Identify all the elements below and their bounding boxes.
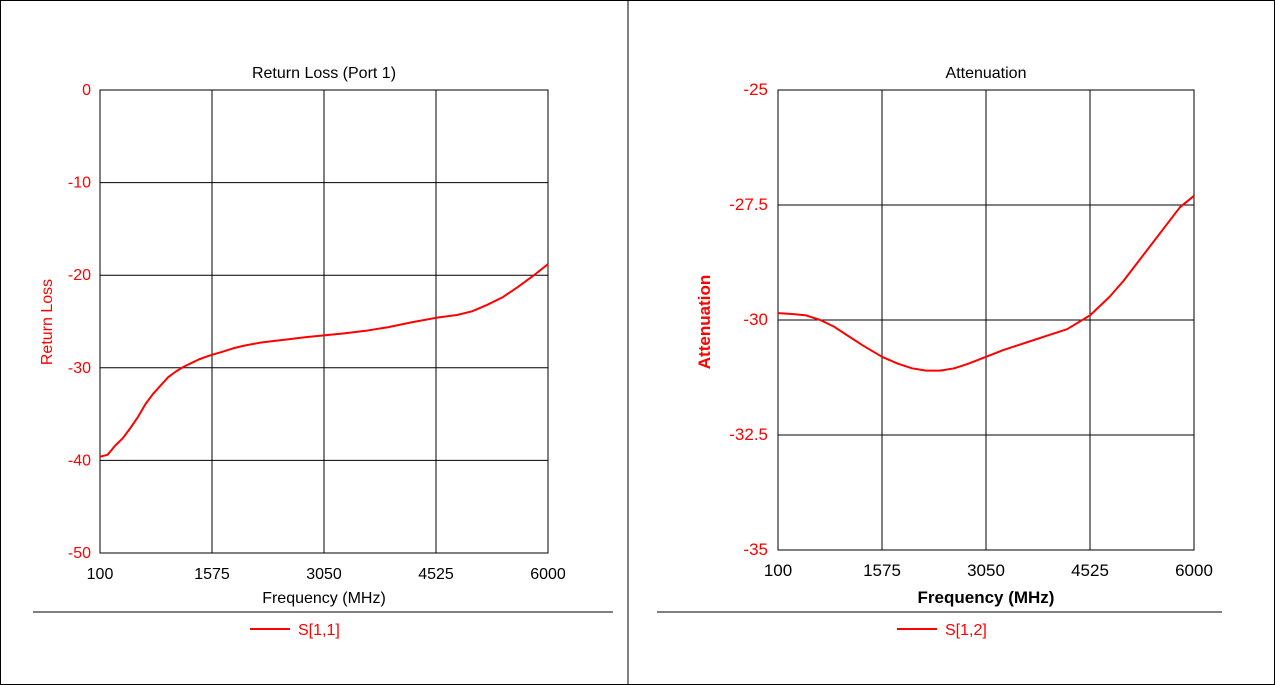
x-axis-label: Frequency (MHz) (262, 590, 386, 607)
y-tick-label: -50 (68, 545, 91, 562)
chart-title: Attenuation (946, 65, 1027, 82)
x-tick-label: 100 (87, 566, 114, 583)
y-tick-label: -27.5 (729, 195, 768, 214)
series-line-s-1-2 (777, 195, 1195, 372)
y-tick-label: -30 (68, 360, 91, 377)
x-tick-label: 3050 (967, 561, 1005, 580)
attenuation-chart: Attenuation Attenuation Frequency (MHz) … (657, 65, 1222, 639)
y-tick-label: -25 (743, 80, 768, 99)
plot-area (99, 89, 549, 554)
x-tick-label: 4525 (418, 566, 454, 583)
plot-area (777, 89, 1195, 551)
x-tick-label: 100 (764, 561, 792, 580)
y-tick-label: -30 (743, 310, 768, 329)
y-axis-label: Attenuation (695, 275, 714, 369)
x-tick-label: 1575 (194, 566, 230, 583)
x-tick-label: 1575 (863, 561, 901, 580)
y-tick-label: -20 (68, 267, 91, 284)
y-tick-label: -40 (68, 452, 91, 469)
return-loss-chart: Return Loss (Port 1) Return Loss Frequen… (33, 65, 613, 639)
y-tick-label: 0 (82, 82, 91, 99)
x-tick-label: 3050 (306, 566, 342, 583)
y-tick-label: -32.5 (729, 425, 768, 444)
x-tick-label: 4525 (1071, 561, 1109, 580)
x-tick-label: 6000 (1175, 561, 1213, 580)
y-tick-label: -35 (743, 540, 768, 559)
y-axis-label: Return Loss (39, 279, 56, 365)
x-tick-label: 6000 (530, 566, 566, 583)
x-axis-label: Frequency (MHz) (918, 588, 1055, 607)
chart-title: Return Loss (Port 1) (252, 65, 396, 82)
legend-label: S[1,1] (298, 622, 340, 639)
y-tick-label: -10 (68, 175, 91, 192)
legend-label: S[1,2] (945, 622, 987, 639)
series-line-s-1-1 (99, 263, 549, 458)
